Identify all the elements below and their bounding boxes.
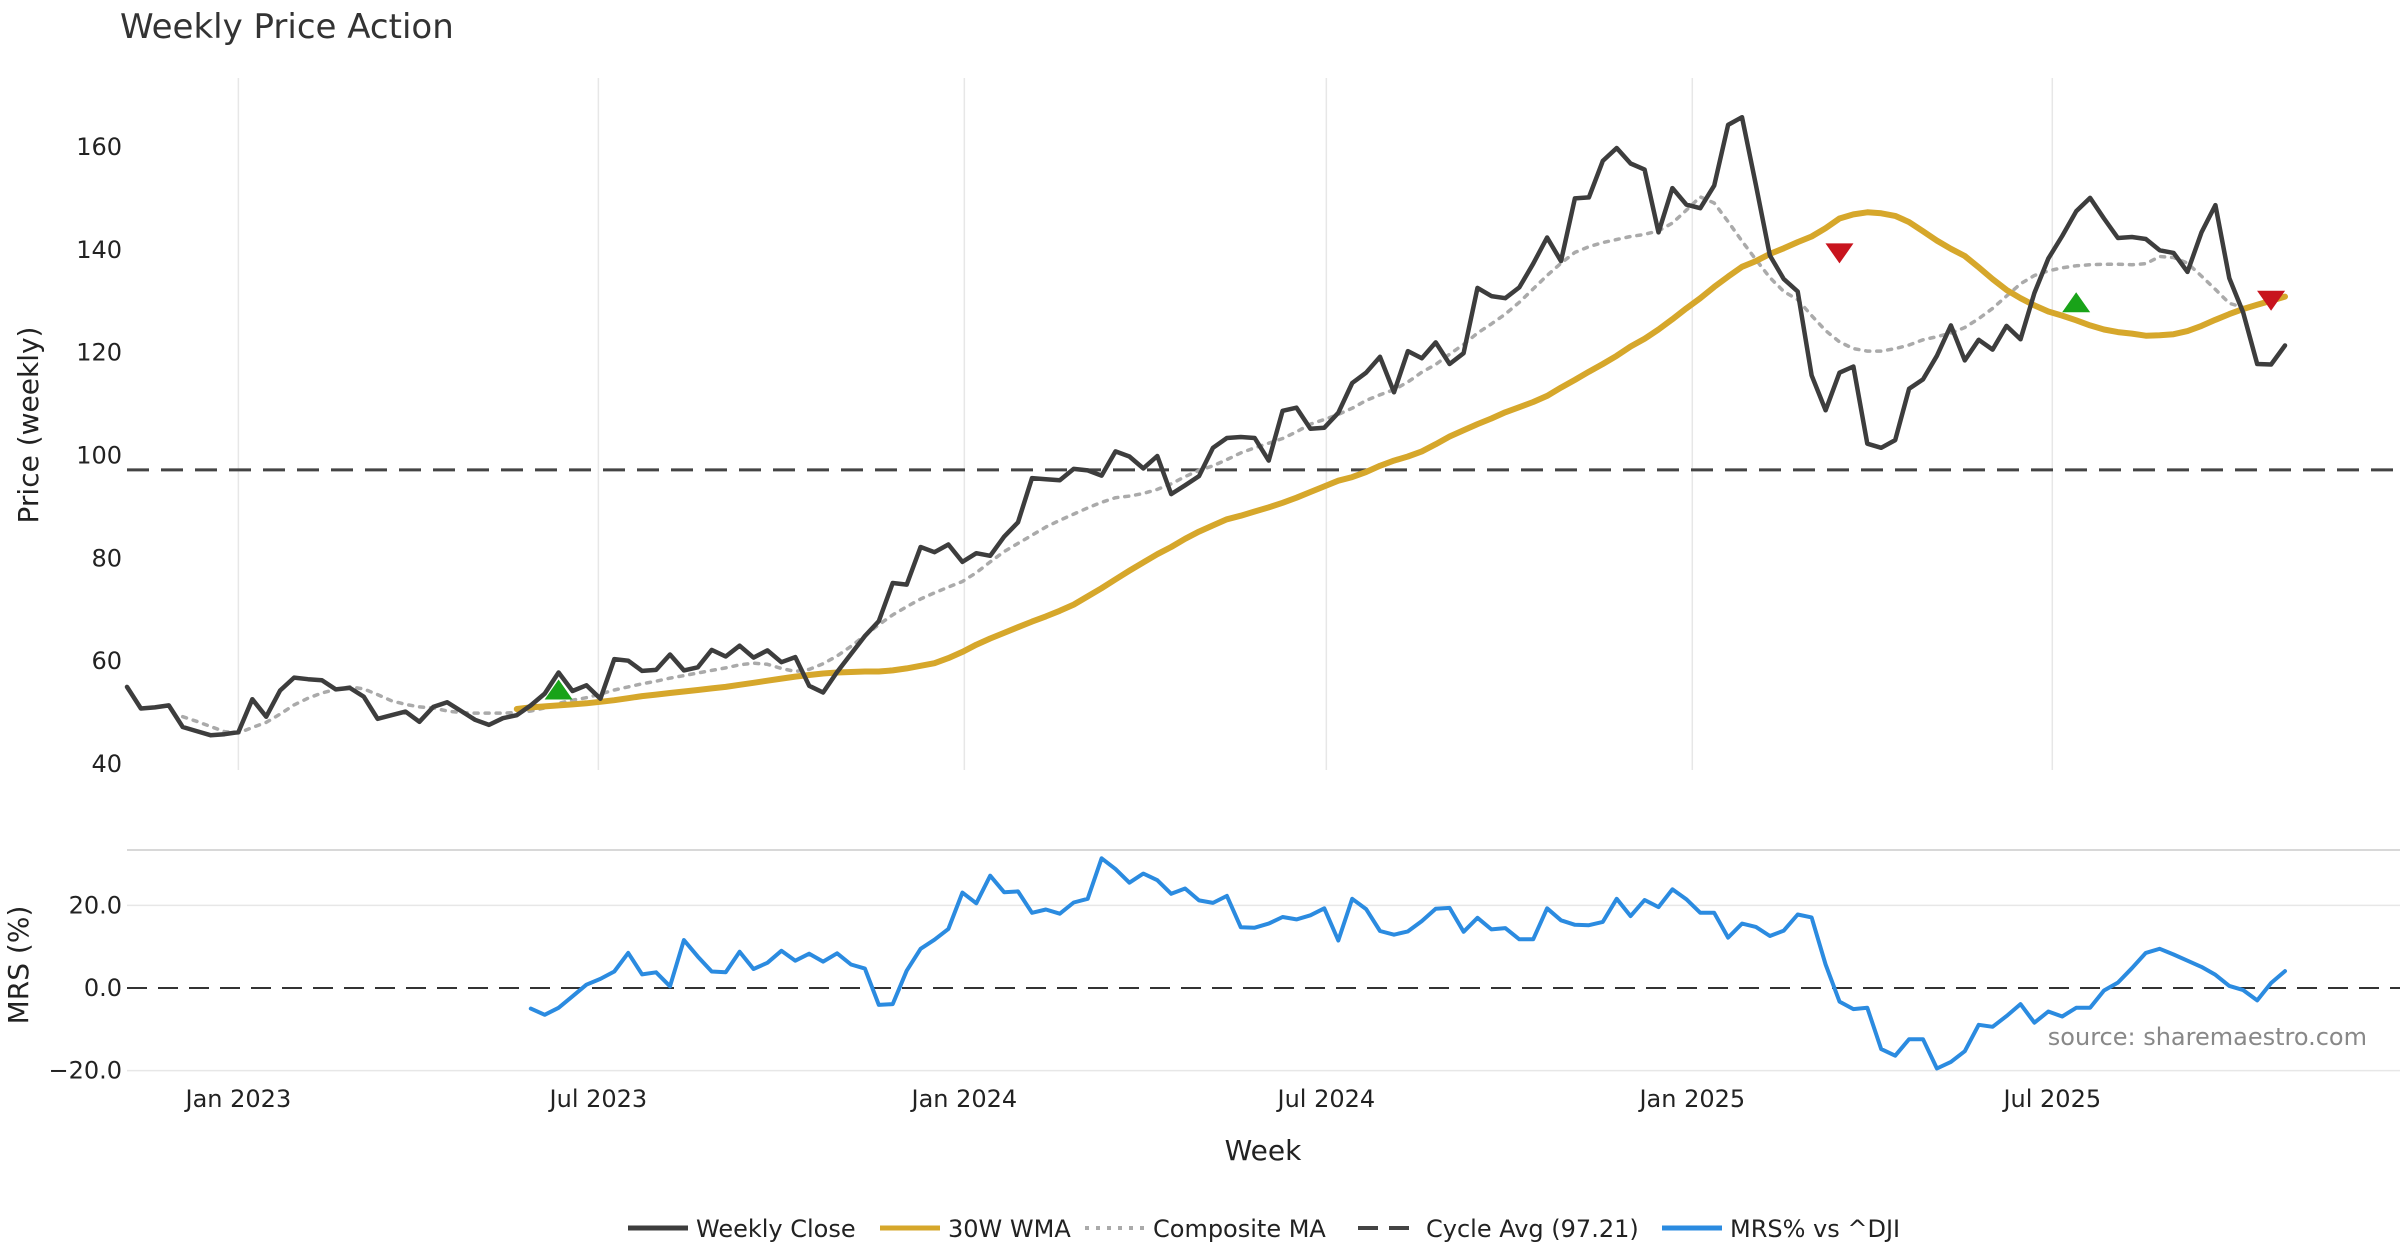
legend-label-mrs-vs-dji: MRS% vs ^DJI <box>1730 1215 1900 1243</box>
series-lines <box>124 114 2288 1071</box>
mrs-y-tick-label: 0.0 <box>84 974 122 1002</box>
mrs-vs-dji-line <box>528 856 2287 1071</box>
mrs-y-tick-label: 20.0 <box>69 891 122 919</box>
x-tick-label: Jan 2024 <box>909 1085 1017 1113</box>
price-y-tick-label: 120 <box>76 339 122 367</box>
legend: Weekly Close 30W WMA Composite MA Cycle Avg… <box>628 1215 1900 1243</box>
price-y-tick-label: 100 <box>76 442 122 470</box>
x-axis-label: Week <box>1225 1134 1302 1167</box>
legend-label-composite-ma: Composite MA <box>1153 1215 1326 1243</box>
chart-title: Weekly Price Action <box>120 7 454 47</box>
legend-label-weekly-close: Weekly Close <box>696 1215 856 1243</box>
x-tick-label: Jan 2023 <box>184 1085 292 1113</box>
legend-label-30w-wma: 30W WMA <box>948 1215 1071 1243</box>
price-y-tick-label: 160 <box>76 133 122 161</box>
buy-signal-marker <box>544 679 573 700</box>
price-y-tick-label: 40 <box>91 750 122 778</box>
mrs-y-axis-label: MRS (%) <box>2 906 35 1025</box>
buy-signal-marker <box>2062 292 2091 313</box>
weekly-close-line <box>124 114 2288 738</box>
grid <box>127 78 2400 1072</box>
30w-wma-line <box>513 209 2288 712</box>
source-annotation: source: sharemaestro.com <box>2048 1023 2367 1051</box>
sell-signal-marker <box>1825 243 1854 264</box>
x-tick-label: Jul 2023 <box>548 1085 648 1113</box>
tick-labels: Jan 2023 Jul 2023 Jan 2024 Jul 2024 Jan 2025… <box>48 133 2101 1113</box>
signal-markers <box>544 243 2286 700</box>
composite-ma-line <box>180 195 2245 735</box>
sell-signal-marker <box>2257 290 2286 311</box>
price-y-tick-label: 60 <box>91 647 122 675</box>
legend-label-cycle-avg-97-21: Cycle Avg (97.21) <box>1426 1215 1639 1243</box>
price-y-tick-label: 140 <box>76 236 122 264</box>
x-tick-label: Jan 2025 <box>1637 1085 1745 1113</box>
reference-lines <box>127 468 2400 989</box>
x-tick-label: Jul 2025 <box>2001 1085 2101 1113</box>
price-y-tick-label: 80 <box>91 544 122 572</box>
x-tick-label: Jul 2024 <box>1275 1085 1375 1113</box>
price-y-axis-label: Price (weekly) <box>12 327 45 524</box>
mrs-y-tick-label: −20.0 <box>48 1057 122 1085</box>
